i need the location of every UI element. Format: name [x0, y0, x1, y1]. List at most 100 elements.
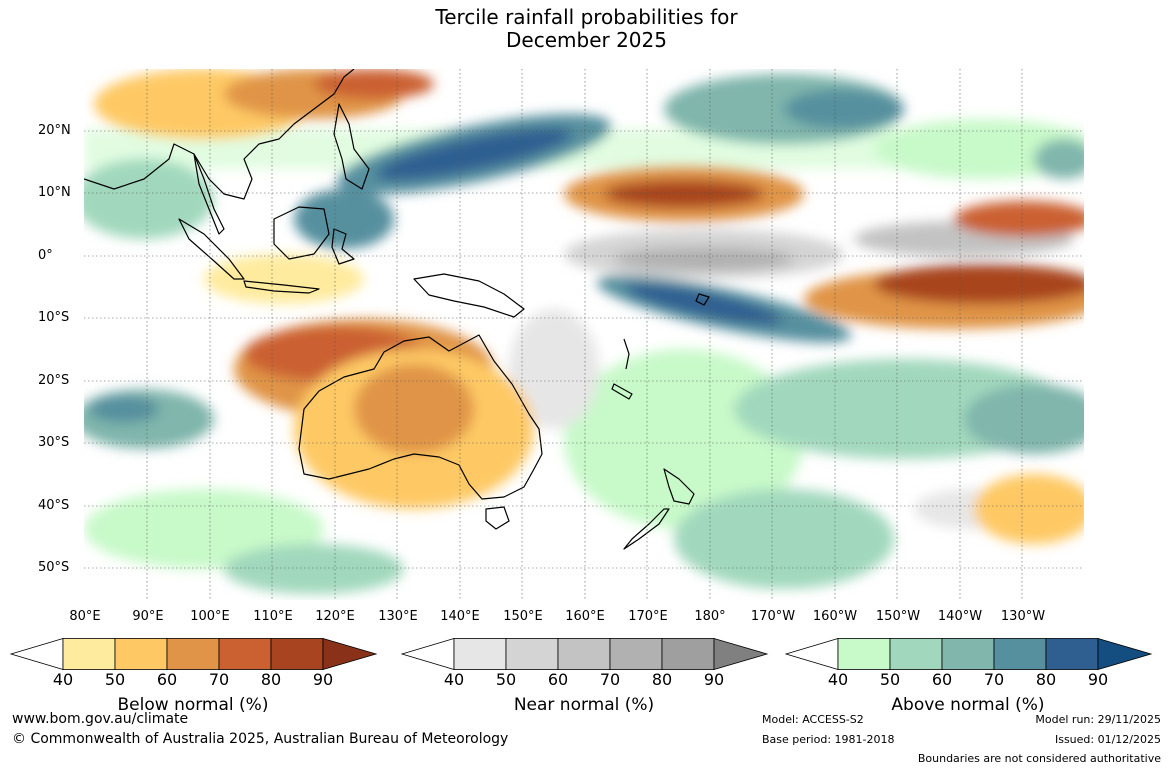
above-tick-70: 70 — [983, 670, 1005, 689]
tasmania-coastline — [485, 506, 510, 530]
near-segment-50 — [505, 638, 559, 670]
lat-label-40s: 40°S — [38, 498, 70, 513]
below-segment-below-40 — [10, 638, 64, 670]
lon-label-140e: 140°E — [440, 609, 480, 624]
lon-label-110e: 110°E — [253, 609, 293, 624]
lon-label-130w: 130°W — [1000, 609, 1046, 624]
above-region-east-pacific — [964, 384, 1084, 454]
above-region-far-east — [1034, 139, 1084, 179]
colorbar-near-normal — [401, 638, 769, 670]
mainland-asia-coastline — [84, 69, 355, 200]
lat-label-10n: 10°N — [38, 185, 71, 200]
colorbar-title-near: Near normal (%) — [513, 695, 655, 715]
probability-field — [84, 69, 1084, 594]
java-coastline — [243, 280, 320, 294]
below-tick-50: 50 — [104, 670, 126, 689]
below-tick-40: 40 — [52, 670, 74, 689]
graticule — [84, 69, 1084, 600]
below-region-central-australia — [354, 364, 474, 454]
lon-label-120e: 120°E — [315, 609, 355, 624]
below-region-south-china-core — [314, 69, 434, 99]
below-tick-80: 80 — [260, 670, 282, 689]
above-segment-40 — [837, 638, 891, 670]
below-region-north-pacific-band-core — [604, 180, 764, 208]
lon-label-160w: 160°W — [812, 609, 858, 624]
lon-label-180: 180° — [694, 609, 726, 624]
australia-coastline — [298, 334, 543, 500]
borneo-coastline — [273, 206, 330, 260]
lon-label-150w: 150°W — [875, 609, 921, 624]
lon-label-100e: 100°E — [190, 609, 230, 624]
below-segment-70 — [218, 638, 272, 670]
above-region-southern-ocean-west — [224, 544, 404, 594]
lon-label-140w: 140°W — [937, 609, 983, 624]
footer-copyright: © Commonwealth of Australia 2025, Austra… — [12, 731, 509, 747]
near-region-equatorial-core — [614, 247, 794, 271]
near-tick-90: 90 — [703, 670, 725, 689]
below-tick-60: 60 — [156, 670, 178, 689]
coastlines — [84, 69, 710, 550]
below-region-east-north — [954, 201, 1084, 237]
above-region-indian-ocean-core — [89, 395, 159, 423]
below-tick-90: 90 — [312, 670, 334, 689]
lon-label-170w: 170°W — [750, 609, 796, 624]
above-tick-80: 80 — [1035, 670, 1057, 689]
sumatra-coastline — [178, 218, 245, 280]
above-segment-80 — [1045, 638, 1099, 670]
near-segment-70 — [609, 638, 663, 670]
above-tick-60: 60 — [931, 670, 953, 689]
philippines-coastline — [333, 103, 370, 190]
footer-model-run: Model run: 29/11/2025 — [1035, 713, 1161, 726]
near-tick-80: 80 — [651, 670, 673, 689]
colorbar-above-normal — [785, 638, 1153, 670]
lon-label-160e: 160°E — [565, 609, 605, 624]
below-segment-50 — [114, 638, 168, 670]
above-region-philippine-sea-core — [376, 127, 572, 181]
lon-label-80e: 80°E — [69, 609, 101, 624]
new-caledonia-coastline — [611, 383, 633, 400]
new-zealand-south-coastline — [623, 508, 670, 550]
lon-label-170e: 170°E — [628, 609, 668, 624]
below-segment-80 — [270, 638, 324, 670]
new-zealand-north-coastline — [663, 468, 695, 505]
footer-website: www.bom.gov.au/climate — [12, 711, 189, 727]
below-tick-70: 70 — [208, 670, 230, 689]
lat-label-50s: 50°S — [38, 560, 70, 575]
lat-label-10s: 10°S — [38, 310, 70, 325]
above-region-south-pacific — [674, 489, 894, 589]
sulawesi-coastline — [331, 228, 355, 265]
near-segment-80 — [661, 638, 715, 670]
colorbar-title-below: Below normal (%) — [117, 695, 269, 715]
new-guinea-coastline — [413, 273, 525, 318]
below-segment-60 — [166, 638, 220, 670]
colorbar-above-segments — [785, 638, 1153, 670]
lon-label-90e: 90°E — [132, 609, 164, 624]
vanuatu-coastline — [623, 338, 630, 370]
above-tick-90: 90 — [1087, 670, 1109, 689]
colorbar-title-above: Above normal (%) — [891, 695, 1045, 715]
near-segment-60 — [557, 638, 611, 670]
above-tick-50: 50 — [879, 670, 901, 689]
lat-label-20n: 20°N — [38, 123, 71, 138]
below-region-equatorial-east-core — [874, 264, 1084, 304]
colorbar-near-segments — [401, 638, 769, 670]
below-segment-above-90 — [322, 638, 378, 670]
lon-label-150e: 150°E — [503, 609, 543, 624]
malay-peninsula-coastline — [193, 153, 225, 235]
above-segment-below-40 — [785, 638, 839, 670]
above-segment-70 — [993, 638, 1047, 670]
near-segment-40 — [453, 638, 507, 670]
above-segment-above-90 — [1097, 638, 1153, 670]
lon-label-130e: 130°E — [378, 609, 418, 624]
above-region-hawaii — [784, 89, 904, 129]
map-title-line2: December 2025 — [506, 28, 667, 52]
near-tick-50: 50 — [495, 670, 517, 689]
lat-label-30s: 30°S — [38, 435, 70, 450]
lat-label-equator: 0° — [38, 248, 53, 263]
above-region-bay-of-bengal — [84, 159, 214, 239]
footer-model: Model: ACCESS-S2 — [762, 713, 864, 726]
near-segment-above-90 — [713, 638, 769, 670]
colorbar-below-normal — [10, 638, 378, 670]
below-segment-40 — [62, 638, 116, 670]
above-region-borneo — [294, 189, 394, 249]
